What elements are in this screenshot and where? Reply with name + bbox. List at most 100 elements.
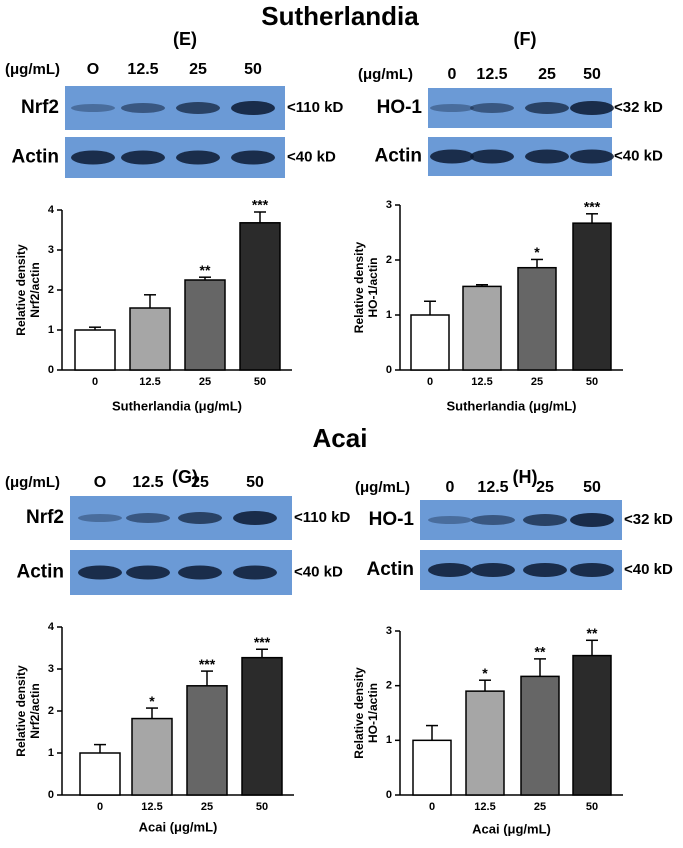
blot-band <box>233 511 277 525</box>
bar <box>129 307 171 371</box>
significance-label: *** <box>254 634 271 650</box>
x-tick-label: 50 <box>586 801 598 813</box>
y-tick-label: 0 <box>48 789 54 801</box>
bar <box>520 675 560 796</box>
panel-label: (F) <box>514 29 537 49</box>
section-title: Acai <box>313 423 368 453</box>
lane-label: 12.5 <box>477 479 508 496</box>
protein-label: HO-1 <box>377 97 423 118</box>
bar <box>465 690 505 796</box>
blot-band <box>78 514 122 522</box>
x-tick-label: 25 <box>199 376 211 388</box>
y-tick-label: 2 <box>386 680 392 692</box>
protein-label: Nrf2 <box>21 97 59 118</box>
bar <box>79 752 121 796</box>
lane-label: O <box>94 474 106 491</box>
size-label: <40 kD <box>294 563 343 580</box>
lane-label: 0 <box>446 479 455 496</box>
y-tick-label: 2 <box>48 284 54 296</box>
bar <box>74 329 116 371</box>
y-tick-label: 3 <box>48 663 54 675</box>
significance-label: *** <box>584 199 601 215</box>
protein-label: Actin <box>17 562 65 583</box>
blot-band <box>231 101 275 115</box>
x-tick-label: 0 <box>97 801 103 813</box>
y-tick-label: 2 <box>48 705 54 717</box>
size-label: <32 kD <box>614 99 663 116</box>
significance-label: ** <box>587 625 598 641</box>
y-axis-label: HO-1/actin <box>366 683 380 743</box>
blot-band <box>126 565 170 580</box>
y-axis-label: Nrf2/actin <box>28 683 42 738</box>
blot-band <box>523 514 567 526</box>
bar <box>517 266 557 371</box>
y-tick-label: 1 <box>48 747 54 759</box>
bar <box>572 654 612 796</box>
y-tick-label: 1 <box>386 309 392 321</box>
y-axis-label: Nrf2/actin <box>28 262 42 317</box>
significance-label: * <box>149 693 155 709</box>
x-tick-label: 0 <box>429 801 435 813</box>
bar <box>241 656 283 796</box>
x-tick-label: 25 <box>531 376 543 388</box>
lane-label: 12.5 <box>132 474 163 491</box>
x-axis-label: Sutherlandia (μg/mL) <box>446 398 576 413</box>
blot-band <box>471 515 515 525</box>
panel-label: (E) <box>173 29 197 49</box>
blot-band <box>71 150 115 165</box>
section-title: Sutherlandia <box>261 1 419 31</box>
significance-label: * <box>482 665 488 681</box>
blot-band <box>525 102 569 114</box>
protein-label: HO-1 <box>369 509 415 530</box>
y-axis-label: Relative density <box>352 241 366 333</box>
significance-label: *** <box>199 656 216 672</box>
x-tick-label: 50 <box>256 801 268 813</box>
lane-label: 0 <box>448 66 457 83</box>
blot-band <box>176 102 220 114</box>
lane-label: 50 <box>244 61 262 78</box>
blot-band <box>178 512 222 524</box>
y-tick-label: 0 <box>386 789 392 801</box>
lane-label: 12.5 <box>476 66 507 83</box>
blot-band <box>430 149 474 164</box>
bar <box>412 739 452 796</box>
lane-label: 12.5 <box>127 61 158 78</box>
lane-label: 25 <box>189 61 207 78</box>
y-tick-label: 2 <box>386 254 392 266</box>
significance-label: ** <box>200 262 211 278</box>
bar <box>410 314 450 371</box>
lane-label: 50 <box>583 479 601 496</box>
x-axis-label: Acai (μg/mL) <box>139 819 218 834</box>
lane-label: 50 <box>583 66 601 83</box>
lane-label: 25 <box>536 479 554 496</box>
x-tick-label: 12.5 <box>141 801 162 813</box>
x-tick-label: 25 <box>201 801 213 813</box>
significance-label: ** <box>535 644 546 660</box>
blot-band <box>471 563 515 577</box>
blot-band <box>570 563 614 577</box>
x-tick-label: 50 <box>586 376 598 388</box>
x-tick-label: 12.5 <box>474 801 495 813</box>
protein-label: Actin <box>12 147 60 168</box>
lane-label: 50 <box>246 474 264 491</box>
bar <box>462 285 502 371</box>
x-tick-label: 50 <box>254 376 266 388</box>
lane-label: 25 <box>538 66 556 83</box>
blot-band <box>570 149 614 164</box>
blot-band <box>430 104 474 112</box>
blot-band <box>525 149 569 164</box>
protein-label: Actin <box>375 146 423 167</box>
significance-label: * <box>534 244 540 260</box>
size-label: <32 kD <box>624 511 673 528</box>
x-tick-label: 12.5 <box>471 376 492 388</box>
bar <box>131 717 173 796</box>
blot-band <box>178 565 222 580</box>
blot-band <box>71 104 115 112</box>
y-tick-label: 1 <box>386 734 392 746</box>
y-tick-label: 4 <box>48 204 55 216</box>
significance-label: *** <box>252 197 269 213</box>
y-tick-label: 1 <box>48 324 54 336</box>
panel-label: (H) <box>513 467 538 487</box>
y-axis-label: Relative density <box>352 667 366 759</box>
